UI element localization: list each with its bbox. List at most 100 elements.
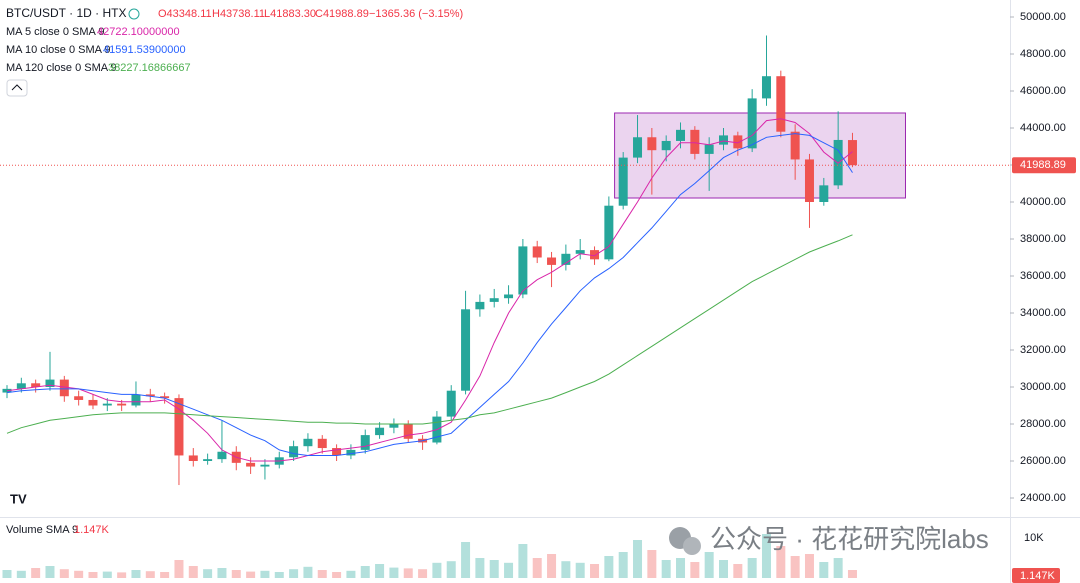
volume-bar [504,562,514,578]
volume-legend-value: 1.147K [74,524,110,536]
candle-body [547,257,557,265]
volume-bar [174,560,184,578]
volume-bar [747,558,757,578]
candle-body [776,76,786,132]
candle-body [633,137,643,158]
volume-tick-label: 10K [1024,532,1044,544]
candle-body [790,131,800,160]
volume-bar [418,569,428,578]
ma-legend: MA 5 close 0 SMA 9 [6,26,104,38]
ma-line [6,234,853,434]
candle-body [518,246,528,295]
candle-body [16,383,26,389]
volume-bar [160,572,170,578]
volume-bar [145,571,155,578]
volume-bar [518,544,528,578]
volume-bar [188,566,198,578]
candle-body [246,462,256,467]
volume-bar [31,568,41,578]
ohlc-open: O43348.11 [158,8,212,20]
volume-bar [289,569,299,578]
candle-body [690,129,700,154]
status-icon [128,8,140,20]
candle-body [31,383,41,388]
volume-bar [346,570,356,578]
tv-logo: TV [6,488,30,512]
candle-body [590,250,600,260]
volume-bar [661,560,671,578]
volume-bar [633,540,643,578]
candle-body [74,396,84,400]
candle-body [188,455,198,462]
candle-body [332,448,342,456]
candle-body [704,144,714,154]
svg-text:TV: TV [10,491,27,506]
ma-legend-value: 38227.16866667 [108,62,191,74]
volume-bar [389,567,399,578]
candle-body [45,379,55,388]
volume-bar [761,534,771,578]
volume-bar [704,552,714,578]
volume-bar [676,558,686,578]
ma-legend-value: 42722.10000000 [97,26,180,38]
y-tick-label: 32000.00 [1020,344,1066,356]
volume-bar [88,572,98,578]
y-tick-label: 24000.00 [1020,492,1066,504]
last-price-label: 41988.89 [1020,159,1066,171]
volume-tag [1012,568,1060,583]
volume-legend: Volume SMA 9 [6,524,78,536]
candle-body [145,394,155,397]
volume-bar [117,572,127,578]
volume-bar [575,562,585,578]
volume-bar [303,566,313,578]
volume-bar [833,558,843,578]
candle-body [475,301,485,310]
candle-body [618,157,628,206]
ohlc-close: C41988.89 [315,8,369,20]
candle-body [203,459,213,462]
ma-line [6,118,853,462]
volume-bar [203,569,213,578]
candle-body [174,398,184,456]
candle-body [160,396,170,399]
volume-bar [804,554,814,578]
volume-bar [274,572,284,578]
y-tick-label: 36000.00 [1020,270,1066,282]
volume-bar [102,571,112,578]
candle-body [375,427,385,436]
volume-bar [2,570,12,578]
candle-body [604,205,614,260]
volume-bar [790,556,800,578]
candle-body [804,159,814,203]
watermark-text: 公众号 · 花花研究院labs [710,524,989,554]
volume-bar [45,566,55,578]
volume-bar [375,564,385,578]
y-tick-label: 48000.00 [1020,48,1066,60]
y-tick-label: 40000.00 [1020,196,1066,208]
candle-body [761,76,771,99]
y-tick-label: 28000.00 [1020,418,1066,430]
symbol: BTC/USDT · 1D · HTX [6,6,126,20]
y-tick-label: 46000.00 [1020,85,1066,97]
candle-body [303,438,313,447]
volume-bar [690,562,700,578]
collapse-button[interactable] [6,79,28,97]
volume-bar [819,562,829,578]
candle-body [647,137,657,151]
volume-tag-label: 1.147K [1020,570,1056,582]
y-tick-label: 44000.00 [1020,122,1066,134]
candle-body [446,390,456,417]
volume-bar [360,566,370,578]
candle-body [819,185,829,203]
ohlc-low: L41883.30 [264,8,316,20]
volume-bar [489,560,499,578]
candle-body [504,294,514,299]
candle-body [2,388,12,393]
y-tick-label: 34000.00 [1020,307,1066,319]
candle-body [575,250,585,254]
volume-bar [561,561,571,578]
candle-body [88,399,98,406]
candle-body [389,424,399,428]
volume-bar [532,558,542,578]
